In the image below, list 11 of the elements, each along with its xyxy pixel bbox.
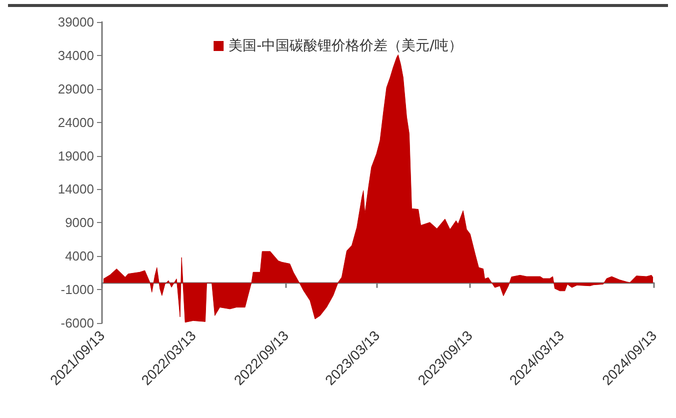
- y-tick-label: 19000: [58, 148, 94, 164]
- y-tick-label: -1000: [60, 282, 94, 298]
- y-tick-label: 24000: [58, 114, 94, 130]
- y-tick-label: 4000: [65, 248, 94, 264]
- y-tick-label: -6000: [60, 316, 94, 330]
- y-tick-label: 9000: [65, 215, 94, 230]
- y-tick-label: 29000: [58, 81, 94, 96]
- legend-label: 美国-中国碳酸锂价格价差（美元/吨）: [228, 38, 462, 54]
- y-tick-label: 14000: [58, 182, 94, 197]
- y-tick-label: 34000: [58, 48, 94, 63]
- y-tick-label: 39000: [58, 14, 94, 30]
